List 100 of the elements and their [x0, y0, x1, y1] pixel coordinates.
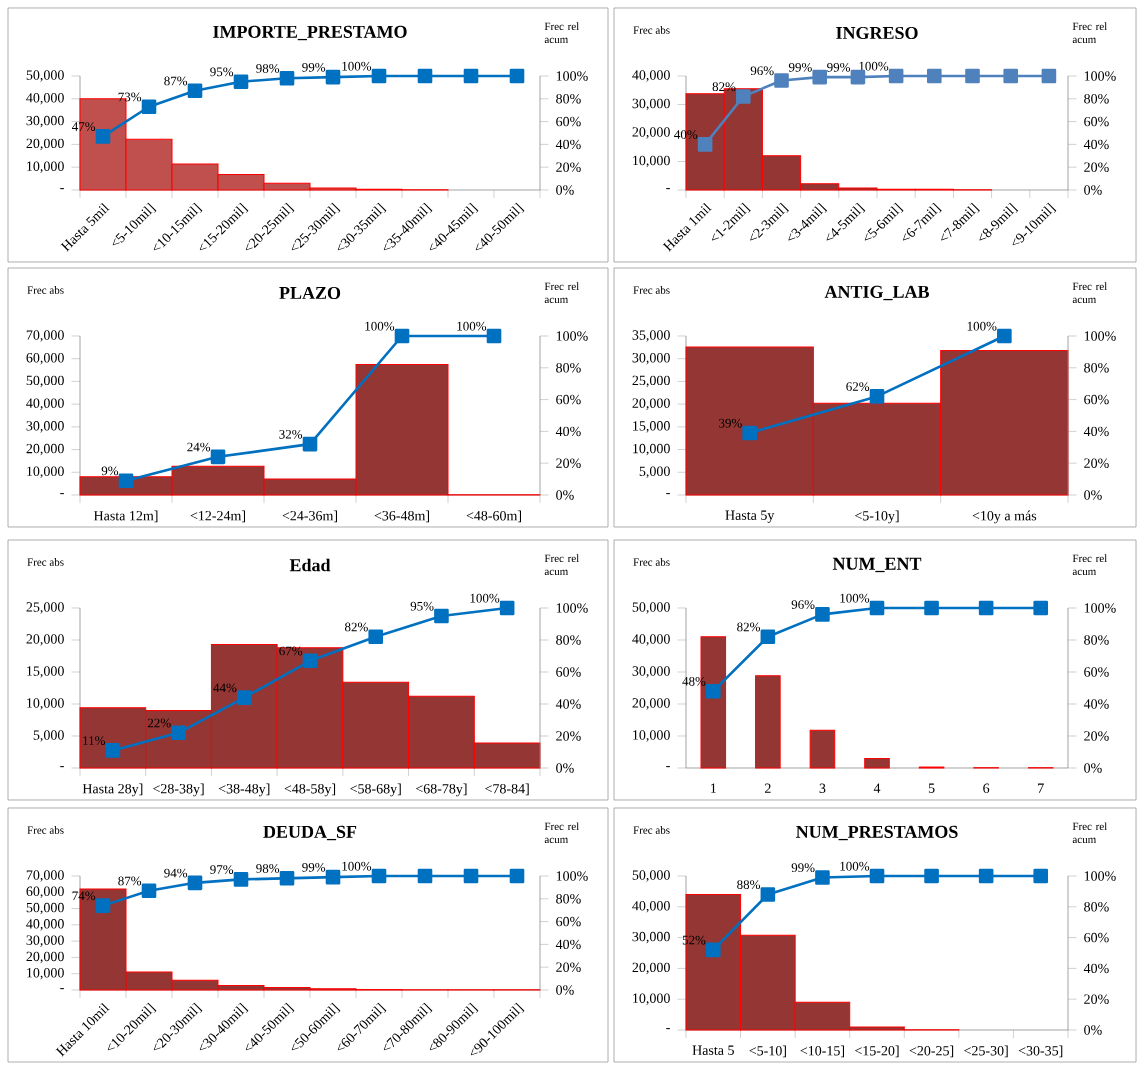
data-label: 100% [342, 61, 372, 71]
x-tick-label: <12-24m] [190, 510, 245, 523]
point [1041, 68, 1057, 84]
y-tick-label: 20,000 [632, 127, 670, 139]
y-tick-label: 25,000 [26, 602, 64, 614]
y-tick-label: 40,000 [26, 919, 64, 931]
y2-tick-label: 40% [1083, 699, 1109, 709]
point [371, 68, 387, 84]
x-tick-label: <36-48m] [374, 510, 429, 523]
point [279, 870, 295, 886]
point [705, 683, 721, 699]
y-tick-label: - [666, 188, 670, 190]
data-label: 95% [210, 67, 234, 77]
y-axis-title: Frec abs [27, 826, 64, 834]
y-tick-label: - [666, 1028, 670, 1030]
y-tick-label: 50,000 [26, 70, 64, 82]
data-label: 82% [737, 622, 761, 632]
point [888, 68, 904, 84]
x-tick-label: 6 [983, 783, 990, 793]
y-tick-label: 25,000 [632, 375, 670, 388]
y-tick-label: 5,000 [639, 466, 670, 479]
y2-tick-label: 20% [1084, 458, 1109, 468]
x-tick-label: <48-60m] [466, 510, 521, 523]
chart-title: INGRESO [836, 26, 918, 40]
y-tick-label: 15,000 [27, 666, 64, 678]
y-tick-label: 20,000 [26, 443, 64, 456]
x-tick-label: Hasta 28y] [82, 783, 143, 797]
x-tick-label: Hasta 5y [725, 510, 775, 523]
x-tick-label: 1 [711, 783, 716, 793]
point [105, 743, 121, 758]
point [869, 389, 885, 404]
point [210, 449, 226, 465]
y-tick-label: 50,000 [632, 870, 670, 882]
y2-tick-label: 60% [556, 394, 581, 405]
point [1003, 68, 1019, 84]
data-label: 100% [840, 593, 870, 603]
data-label: 99% [302, 62, 326, 72]
data-label: 39% [719, 418, 742, 428]
y2-tick-label: 80% [556, 894, 581, 904]
y2-tick-label: 0% [1084, 1025, 1102, 1035]
y-tick-label: 10,000 [27, 967, 64, 980]
y2-tick-label: 80% [556, 635, 581, 645]
y-axis-title: Frec abs [27, 558, 64, 566]
y-tick-label: 10,000 [633, 443, 670, 456]
y2-axis-title: Frec rel acum [544, 554, 579, 576]
y-tick-label: 30,000 [26, 421, 64, 433]
x-tick-label: <5-10] [749, 1045, 786, 1058]
y2-tick-label: 40% [555, 139, 581, 150]
y2-tick-label: 20% [556, 162, 581, 172]
y-axis-title: Frec abs [633, 26, 670, 34]
point [118, 473, 134, 488]
y2-tick-label: 100% [1084, 603, 1116, 613]
point [417, 68, 433, 84]
data-label: 32% [279, 429, 303, 439]
point [95, 898, 111, 913]
x-tick-label: <24-36m] [282, 510, 337, 523]
point [869, 600, 885, 616]
chart-title: Edad [289, 558, 331, 572]
data-label: 98% [256, 864, 280, 873]
data-label: 99% [788, 62, 812, 72]
y-tick-label: 20,000 [632, 698, 670, 710]
point [141, 99, 157, 115]
y-tick-label: 70,000 [26, 870, 64, 882]
y2-tick-label: 60% [556, 667, 581, 677]
x-tick-label: 4 [873, 783, 881, 793]
y-axis-title: Frec abs [27, 286, 64, 294]
point [417, 868, 433, 884]
x-tick-label: <58-68y] [350, 783, 401, 797]
y2-tick-label: 80% [1084, 902, 1109, 912]
data-label: 100% [457, 321, 487, 331]
y-tick-label: 40,000 [632, 70, 670, 82]
y-tick-label: 40,000 [26, 93, 64, 105]
data-label: 100% [840, 861, 870, 871]
x-tick-label: <38-48y] [218, 783, 270, 797]
x-tick-label: <10y a más [972, 510, 1037, 524]
point [95, 129, 111, 144]
chart-title: ANTIG_LAB [824, 285, 930, 301]
y2-tick-label: 0% [556, 763, 574, 773]
data-label: 100% [470, 593, 500, 603]
y2-tick-label: 40% [555, 939, 581, 950]
y-tick-label: - [60, 766, 64, 768]
x-tick-label: <10-15] [800, 1045, 844, 1058]
y2-axis-title: Frec rel acum [1072, 822, 1107, 844]
point [927, 68, 942, 84]
point [774, 73, 789, 88]
x-tick-label: 3 [819, 783, 826, 793]
y2-tick-label: 40% [555, 426, 581, 437]
x-tick-label: 7 [1038, 783, 1044, 793]
y-tick-label: - [666, 493, 670, 495]
y2-tick-label: 60% [1084, 116, 1109, 127]
point [233, 74, 249, 89]
y2-tick-label: 60% [1084, 667, 1109, 677]
y2-tick-label: 40% [1083, 426, 1109, 437]
y-axis-title: Frec abs [633, 826, 670, 834]
point [187, 83, 203, 99]
y-tick-label: 60,000 [26, 352, 64, 365]
y-tick-label: 20,000 [26, 634, 64, 646]
point [486, 328, 502, 344]
y-tick-label: 20,000 [632, 398, 670, 410]
data-label: 100% [365, 321, 395, 331]
